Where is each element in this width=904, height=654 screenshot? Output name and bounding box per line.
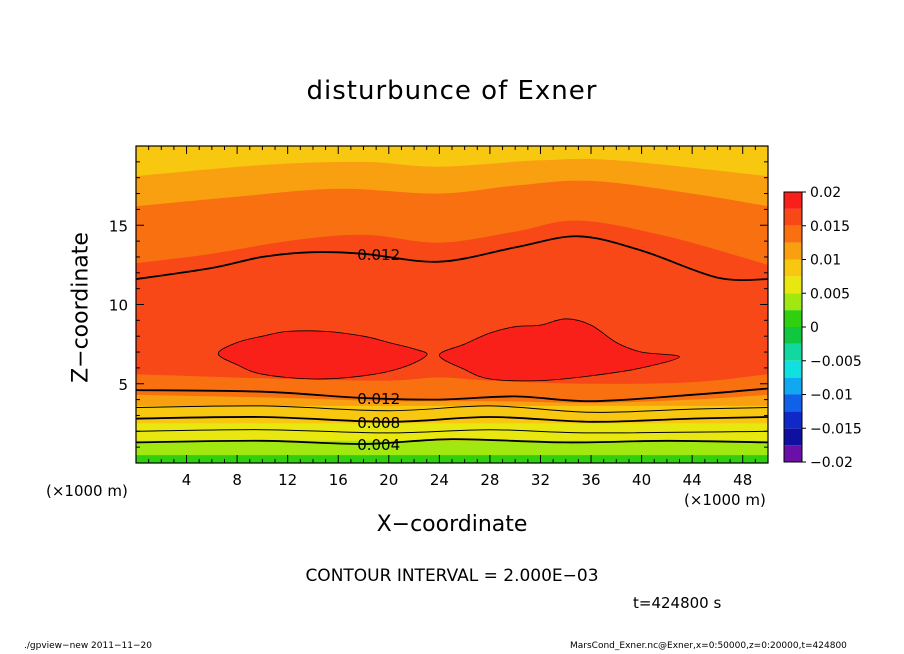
x-tick-label: 24 <box>430 471 449 489</box>
contour-label-4: 0.012 <box>357 390 400 408</box>
x-tick-label: 48 <box>733 471 752 489</box>
colorbar-band-9 <box>784 293 802 311</box>
y-tick-label: 10 <box>109 297 128 315</box>
y-tick-label: 15 <box>109 217 128 235</box>
y-tick-label: 5 <box>118 376 128 394</box>
contour-line-0 <box>136 438 768 445</box>
colorbar-band-10 <box>784 276 802 294</box>
contour-line-4 <box>136 387 768 403</box>
contour-label-2: 0.008 <box>357 414 400 432</box>
colorbar-tick-label: 0.01 <box>810 253 841 269</box>
colorbar-band-13 <box>784 225 802 243</box>
colorbar-tick-label: 0 <box>810 320 819 336</box>
colorbar-tick-label: 0.005 <box>810 286 850 302</box>
contour-line-3 <box>136 405 768 413</box>
colorbar-tick-label: −0.02 <box>810 455 853 471</box>
contour-line-5 <box>136 235 768 281</box>
high-cell-1 <box>438 318 680 382</box>
colorbar-band-6 <box>784 343 802 361</box>
colorbar-band-1 <box>784 428 802 446</box>
colorbar-tick-label: 0.015 <box>810 219 850 235</box>
colorbar-band-4 <box>784 377 802 395</box>
footer-right: MarsCond_Exner.nc@Exner,x=0:50000,z=0:20… <box>570 641 847 651</box>
x-axis-label: X−coordinate <box>376 512 528 537</box>
x-tick-label: 28 <box>480 471 499 489</box>
colorbar-tick-label: −0.015 <box>810 421 862 437</box>
colorbar-band-3 <box>784 394 802 412</box>
x-tick-label: 20 <box>379 471 398 489</box>
contour-label-5: 0.012 <box>357 246 400 264</box>
high-cell-0 <box>217 330 428 380</box>
colorbar-band-12 <box>784 242 802 260</box>
x-unit-right: (×1000 m) <box>684 491 766 509</box>
colorbar-band-7 <box>784 327 802 344</box>
colorbar-tick-label: −0.005 <box>810 354 862 370</box>
x-tick-label: 44 <box>683 471 702 489</box>
plot-fill-group <box>136 146 768 463</box>
colorbar: 0.02 0.015 0.01 0.005 0 −0.005 −0.01 −0.015 −0.0… <box>783 185 862 471</box>
colorbar-band-2 <box>784 411 802 429</box>
x-tick-label: 8 <box>232 471 242 489</box>
colorbar-band-14 <box>784 208 802 226</box>
x-tick-label: 40 <box>632 471 651 489</box>
x-tick-label: 32 <box>531 471 550 489</box>
fill-band-upper-2 <box>136 146 768 177</box>
colorbar-band-15 <box>784 192 802 209</box>
contour-line-2 <box>136 416 768 423</box>
x-unit-left: (×1000 m) <box>46 482 128 500</box>
colorbar-band-8 <box>784 310 802 327</box>
contour-label-0: 0.004 <box>357 436 400 454</box>
y-axis-label: Z−coordinate <box>68 232 94 383</box>
x-tick-label: 16 <box>329 471 348 489</box>
contour-interval: CONTOUR INTERVAL = 2.000E−03 <box>305 566 599 586</box>
plot-area <box>136 146 768 463</box>
x-tick-label: 12 <box>278 471 297 489</box>
contour-line-1 <box>136 429 768 434</box>
colorbar-band-0 <box>784 445 802 462</box>
x-tick-label: 4 <box>182 471 192 489</box>
fill-band-lower-4 <box>136 440 768 463</box>
colorbar-band-11 <box>784 259 802 277</box>
colorbar-band-5 <box>784 360 802 378</box>
time-label: t=424800 s <box>633 594 722 612</box>
colorbar-tick-label: 0.02 <box>810 185 841 201</box>
footer-left: ./gpview−new 2011−11−20 <box>24 641 152 651</box>
x-tick-label: 36 <box>581 471 600 489</box>
colorbar-tick-label: −0.01 <box>810 388 853 404</box>
chart-title: disturbunce of Exner <box>306 76 598 106</box>
contour-labels: 0.004 0.008 0.012 0.012 <box>357 246 400 454</box>
